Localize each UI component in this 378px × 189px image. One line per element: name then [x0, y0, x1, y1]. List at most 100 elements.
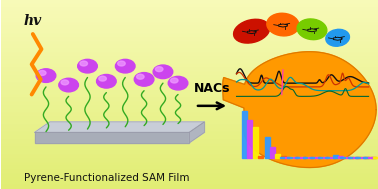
Bar	[328, 157, 333, 158]
Bar	[1, 181, 378, 185]
Bar	[321, 157, 325, 158]
Bar	[311, 157, 316, 158]
Bar	[1, 140, 378, 144]
Bar	[313, 157, 318, 158]
Polygon shape	[35, 132, 189, 143]
Bar	[300, 157, 305, 158]
Ellipse shape	[170, 78, 178, 83]
Bar	[361, 157, 366, 158]
Bar	[1, 178, 378, 181]
Bar	[1, 185, 378, 189]
Bar	[258, 156, 263, 158]
Bar	[1, 34, 378, 38]
Bar	[248, 120, 253, 158]
Bar	[1, 38, 378, 42]
Ellipse shape	[326, 29, 349, 46]
Bar	[341, 157, 346, 158]
Bar	[1, 98, 378, 102]
Bar	[353, 157, 358, 158]
Bar	[1, 68, 378, 72]
Bar	[1, 151, 378, 155]
Polygon shape	[223, 52, 376, 167]
Bar	[303, 157, 308, 158]
Bar	[333, 155, 338, 158]
Polygon shape	[189, 122, 204, 143]
Bar	[276, 154, 280, 158]
Bar	[1, 60, 378, 64]
Ellipse shape	[153, 65, 173, 79]
Bar	[265, 137, 270, 158]
Ellipse shape	[155, 67, 163, 72]
Bar	[366, 157, 371, 158]
Ellipse shape	[168, 76, 188, 90]
Bar	[242, 111, 247, 158]
Bar	[1, 117, 378, 121]
Bar	[1, 8, 378, 11]
Ellipse shape	[61, 80, 69, 85]
Bar	[364, 157, 369, 158]
Bar	[1, 155, 378, 159]
Bar	[330, 157, 335, 158]
Bar	[1, 30, 378, 34]
Bar	[1, 15, 378, 19]
Bar	[340, 157, 345, 158]
Bar	[293, 157, 297, 158]
Bar	[270, 147, 275, 158]
Bar	[1, 132, 378, 136]
Bar	[358, 157, 363, 158]
Bar	[280, 156, 285, 158]
Bar	[1, 26, 378, 30]
Bar	[1, 170, 378, 174]
Bar	[1, 144, 378, 147]
Bar	[1, 23, 378, 26]
Bar	[373, 157, 378, 158]
Bar	[1, 94, 378, 98]
Bar	[305, 157, 310, 158]
Bar	[1, 64, 378, 68]
Bar	[1, 79, 378, 83]
Bar	[1, 121, 378, 125]
Bar	[1, 136, 378, 140]
Ellipse shape	[267, 13, 299, 36]
Bar	[368, 157, 373, 158]
Bar	[333, 157, 338, 158]
Bar	[1, 166, 378, 170]
Bar	[1, 113, 378, 117]
Bar	[1, 87, 378, 91]
Bar	[355, 157, 360, 158]
Bar	[1, 125, 378, 129]
Bar	[253, 127, 258, 158]
Bar	[295, 157, 300, 158]
Bar	[326, 157, 331, 158]
Text: Pyrene-Functionalized SAM Film: Pyrene-Functionalized SAM Film	[23, 173, 189, 183]
Ellipse shape	[297, 19, 327, 40]
Bar	[351, 157, 356, 158]
Bar	[1, 4, 378, 8]
Ellipse shape	[115, 59, 135, 73]
Bar	[325, 157, 330, 158]
Ellipse shape	[39, 70, 46, 75]
Bar	[1, 11, 378, 15]
Bar	[363, 157, 368, 158]
Ellipse shape	[78, 59, 97, 73]
Bar	[1, 129, 378, 132]
Bar	[343, 157, 348, 158]
Bar	[1, 163, 378, 166]
Bar	[1, 49, 378, 53]
Text: hv: hv	[23, 14, 42, 28]
Bar	[290, 157, 295, 158]
Ellipse shape	[80, 61, 87, 66]
Bar	[310, 157, 315, 158]
Bar	[318, 157, 322, 158]
Bar	[1, 159, 378, 163]
Bar	[356, 157, 361, 158]
Bar	[1, 106, 378, 110]
Ellipse shape	[134, 73, 154, 86]
Bar	[1, 76, 378, 79]
Bar	[1, 83, 378, 87]
Bar	[280, 157, 285, 158]
Bar	[336, 157, 341, 158]
Bar	[1, 72, 378, 76]
Bar	[349, 157, 353, 158]
Bar	[1, 110, 378, 113]
